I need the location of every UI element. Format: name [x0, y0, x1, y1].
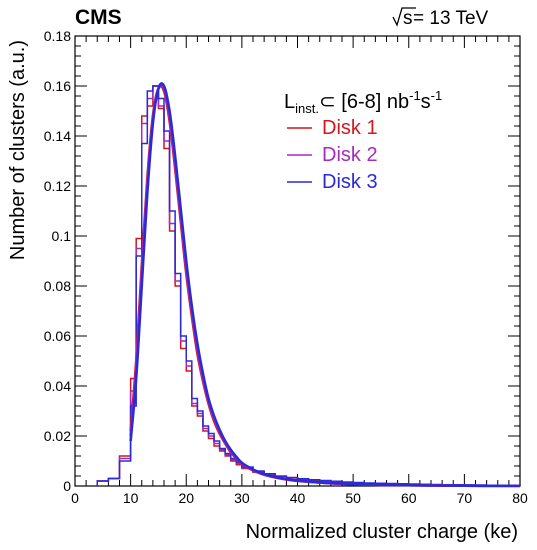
lumi-l: L — [284, 91, 295, 113]
fit-curve-disk3 — [129, 82, 521, 488]
luminosity-label: Linst.⊂ [6-8] nb-1s-1 — [284, 88, 442, 116]
lumi-subscript: inst. — [295, 101, 319, 116]
y-tick-label: 0.06 — [44, 328, 71, 344]
histogram-disk1 — [96, 85, 521, 487]
x-axis-title: Normalized cluster charge (ke) — [246, 521, 518, 543]
x-tick-label: 10 — [123, 490, 139, 506]
histogram-layer — [96, 85, 521, 487]
y-tick-label: 0.12 — [44, 178, 71, 194]
x-tick-label: 30 — [234, 490, 250, 506]
experiment-label: CMS — [75, 6, 122, 29]
x-axis: 0 10 20 30 40 50 60 70 80 — [71, 36, 528, 506]
histogram-disk3 — [96, 85, 521, 486]
y-tick-label: 0.08 — [44, 278, 71, 294]
y-tick-label: 0.02 — [44, 428, 71, 444]
x-tick-label: 40 — [290, 490, 306, 506]
y-axis-title: Number of clusters (a.u.) — [7, 40, 29, 260]
energy-label: s = 13 TeV — [392, 7, 489, 29]
y-tick-label: 0.18 — [44, 28, 71, 44]
energy-value-label: = 13 TeV — [413, 8, 489, 29]
legend-label: Disk 1 — [322, 117, 378, 139]
y-tick-label: 0.16 — [44, 78, 71, 94]
y-tick-label: 0.04 — [44, 378, 71, 394]
sqrt-s-label: s — [403, 8, 413, 29]
fit-layer — [129, 82, 521, 488]
y-tick-label: 0.1 — [52, 228, 72, 244]
x-tick-label: 60 — [401, 490, 417, 506]
x-tick-label: 50 — [345, 490, 361, 506]
x-tick-label: 0 — [71, 490, 79, 506]
lumi-exp1: -1 — [409, 88, 421, 103]
legend-label: Disk 2 — [322, 144, 378, 166]
svg-text:Linst.⊂ [6-8] nb-1s-1: Linst.⊂ [6-8] nb-1s-1 — [284, 88, 442, 116]
legend-label: Disk 3 — [322, 171, 378, 193]
lumi-s: s — [421, 91, 431, 113]
y-tick-label: 0 — [63, 478, 71, 494]
x-tick-label: 70 — [457, 490, 473, 506]
histogram-disk2 — [96, 85, 521, 487]
lumi-range: ⊂ [6-8] nb — [319, 91, 409, 113]
y-tick-label: 0.14 — [44, 128, 71, 144]
x-tick-label: 80 — [512, 490, 528, 506]
y-axis: 0 0.02 0.04 0.06 0.08 0.1 0.12 0.14 0.16 0.18 — [44, 28, 520, 494]
x-tick-label: 20 — [178, 490, 194, 506]
lumi-exp2: -1 — [431, 88, 443, 103]
